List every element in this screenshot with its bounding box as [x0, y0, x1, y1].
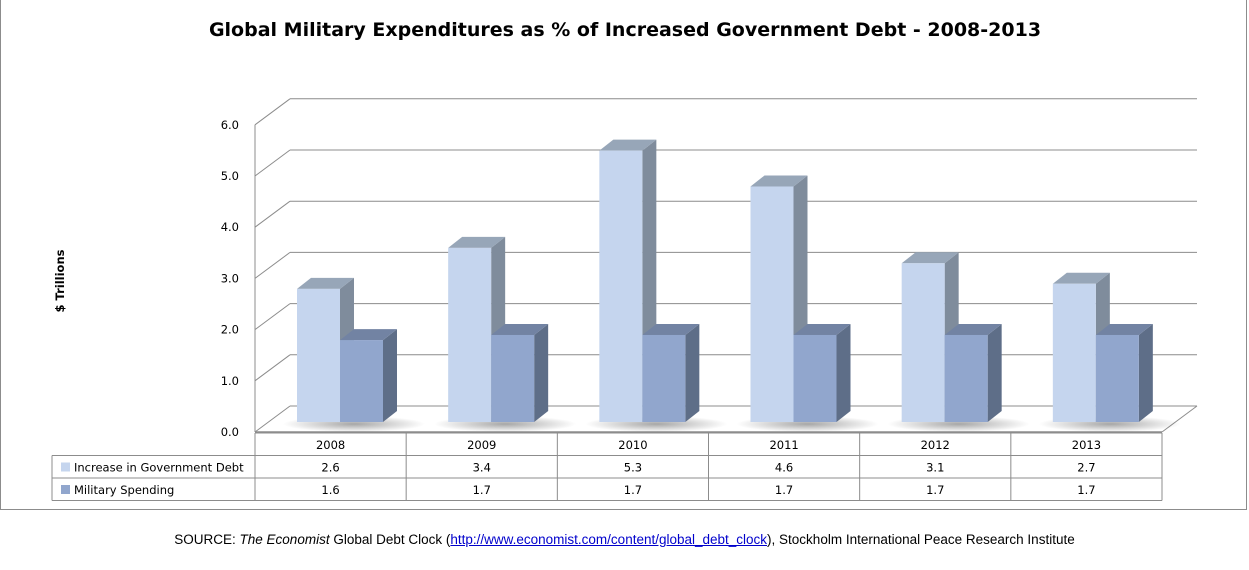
x-tick-label: 2013 — [1072, 438, 1101, 452]
y-tick-label: 3.0 — [221, 271, 239, 285]
bar-top-face — [491, 323, 549, 335]
bar-side-face — [987, 323, 1002, 422]
data-label: 4.6 — [775, 461, 793, 475]
bar — [1095, 334, 1139, 422]
bar — [750, 186, 794, 422]
source-text: Global Debt Clock ( — [329, 532, 451, 547]
bar-top-face — [340, 329, 397, 341]
bar-top-face — [1095, 323, 1153, 335]
source-note: SOURCE: The Economist Global Debt Clock … — [0, 532, 1249, 547]
x-tick-label: 2008 — [316, 438, 345, 452]
data-label: 1.7 — [775, 483, 793, 497]
bar-top-face — [599, 139, 657, 151]
bar — [340, 340, 383, 422]
x-tick-label: 2010 — [618, 438, 647, 452]
data-label: 1.7 — [624, 483, 642, 497]
side-gridline — [254, 303, 291, 331]
gridlines — [254, 98, 1198, 433]
y-tick-label: 5.0 — [221, 169, 239, 183]
legend-label: Military Spending — [74, 483, 174, 497]
bars — [283, 139, 1181, 432]
source-link[interactable]: http://www.economist.com/content/global_… — [450, 532, 768, 547]
y-axis-ticks: 0.0 1.0 2.0 3.0 4.0 5.0 6.0 — [221, 118, 239, 439]
bar-top-face — [793, 323, 851, 335]
data-label: 2.7 — [1077, 461, 1095, 475]
data-label: 3.4 — [473, 461, 491, 475]
chart-frame — [0, 0, 1247, 510]
bar-side-face — [836, 323, 851, 422]
bar — [599, 150, 643, 422]
bar — [944, 334, 988, 422]
data-label: 1.7 — [1077, 483, 1095, 497]
side-gridline — [254, 98, 291, 126]
bar — [1052, 283, 1096, 422]
legend-swatch — [61, 485, 70, 494]
bar-top-face — [448, 236, 506, 248]
legend-label: Increase in Government Debt — [74, 461, 244, 475]
data-label: 1.6 — [321, 483, 339, 497]
y-tick-label: 4.0 — [221, 220, 239, 234]
bar-top-face — [944, 323, 1002, 335]
bar-side-face — [1138, 323, 1153, 422]
source-prefix: SOURCE: — [174, 532, 240, 547]
x-tick-label: 2012 — [921, 438, 950, 452]
y-tick-label: 1.0 — [221, 374, 239, 388]
bar — [793, 334, 837, 422]
bar-top-face — [642, 323, 700, 335]
y-tick-label: 6.0 — [221, 118, 239, 132]
side-gridline — [254, 149, 291, 177]
chart-title: Global Military Expenditures as % of Inc… — [209, 19, 1041, 41]
source-suffix: ), Stockholm International Peace Researc… — [767, 532, 1075, 547]
data-label: 3.1 — [926, 461, 944, 475]
y-tick-label: 2.0 — [221, 323, 239, 337]
side-gridline — [254, 200, 291, 228]
x-tick-label: 2011 — [769, 438, 798, 452]
side-gridline — [254, 354, 291, 382]
bar-top-face — [750, 175, 808, 187]
chart: Global Military Expenditures as % of Inc… — [51, 19, 1198, 501]
data-label: 2.6 — [321, 461, 339, 475]
bar — [901, 263, 945, 422]
bar — [297, 288, 340, 422]
bar-side-face — [534, 323, 549, 422]
y-tick-label: 0.0 — [221, 425, 239, 439]
source-publication: The Economist — [239, 532, 330, 547]
bar-top-face — [1052, 272, 1110, 284]
data-table: 2008 2009 2010 2011 2012 2013 Increase in Gove… — [51, 432, 1163, 501]
bar-top-face — [901, 252, 959, 264]
data-label: 5.3 — [624, 461, 642, 475]
bar — [448, 247, 492, 422]
data-label: 1.7 — [926, 483, 944, 497]
x-tick-label: 2009 — [467, 438, 496, 452]
bar-side-face — [685, 323, 700, 422]
y-axis-label: $ Trillions — [53, 249, 67, 312]
bar — [642, 334, 686, 422]
bar — [491, 334, 535, 422]
data-label: 1.7 — [473, 483, 491, 497]
bar-top-face — [297, 277, 354, 289]
side-gridline — [254, 251, 291, 279]
bar-side-face — [383, 329, 397, 422]
side-gridline — [254, 405, 291, 433]
legend-swatch — [61, 462, 70, 472]
